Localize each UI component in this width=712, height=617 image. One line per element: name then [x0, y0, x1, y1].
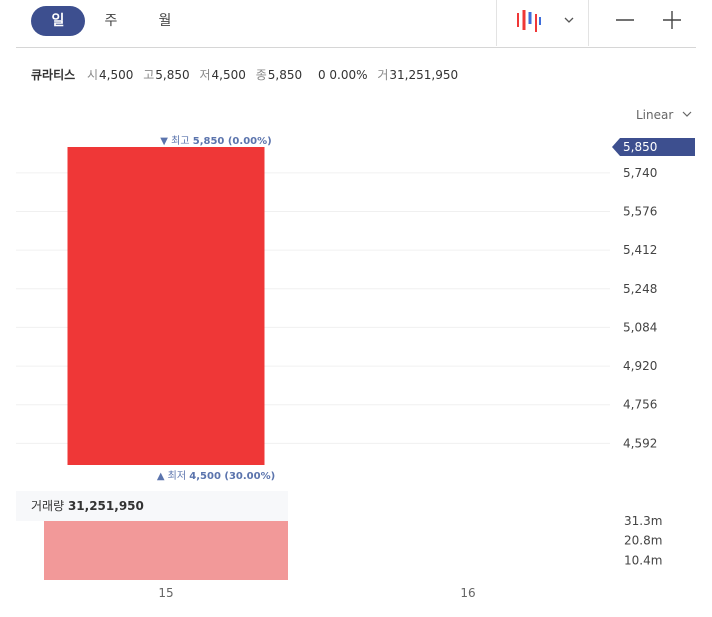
high-low-markers: ▼ 최고 5,850 (0.00%) ▲ 최저 4,500 (30.00%) [157, 135, 275, 482]
volume-tick-label: 10.4m [624, 553, 662, 567]
y-axis-labels: 5,740 5,576 5,412 5,248 5,084 4,920 4,756 4,592 [623, 166, 657, 450]
scale-label: Linear [636, 108, 674, 122]
open-value: 4,500 [99, 68, 134, 82]
volume-label: 거 [377, 68, 389, 82]
change-percent: 0.00% [329, 68, 368, 82]
candles [67, 147, 265, 465]
quote-summary: 큐라티스 시4,500 고5,850 저4,500 종5,850 0 0.00%… [31, 66, 464, 83]
open-label: 시 [87, 68, 99, 82]
change-value: 0 [317, 68, 326, 82]
last-price-tag [612, 138, 695, 156]
close-value: 5,850 [267, 68, 303, 82]
grid-lines [16, 172, 610, 444]
stock-name: 큐라티스 [31, 68, 76, 82]
volume-tick-label: 20.8m [624, 534, 662, 548]
plus-icon[interactable] [662, 8, 682, 34]
low-value: 4,500 [211, 68, 246, 82]
y-tick-label: 5,084 [623, 320, 657, 334]
volume-panel-value: 31,251,950 [67, 499, 144, 513]
high-value: 5,850 [155, 68, 190, 82]
y-tick-label: 5,576 [623, 205, 657, 219]
candlestick-icon[interactable] [515, 8, 541, 34]
period-tab-week[interactable]: 주 [104, 13, 118, 29]
y-tick-label: 5,740 [623, 166, 657, 180]
low-label: 저 [199, 68, 211, 82]
toolbar-divider [588, 0, 589, 46]
chart-toolbar: 일 주 월 [16, 0, 696, 48]
x-tick-label: 16 [460, 586, 475, 600]
y-tick-label: 5,248 [623, 282, 657, 296]
chevron-down-icon[interactable] [562, 8, 576, 34]
last-price-marker: 5,850 [612, 138, 695, 156]
volume-value: 31,251,950 [389, 68, 459, 82]
x-axis-labels: 15 16 [158, 586, 475, 600]
volume-bar[interactable] [44, 521, 288, 580]
scale-selector[interactable]: Linear [636, 108, 693, 122]
low-marker: ▲ 최저 4,500 (30.00%) [157, 470, 275, 482]
volume-bars [44, 521, 288, 580]
volume-tick-label: 31.3m [624, 514, 662, 528]
candle-body[interactable] [67, 147, 265, 465]
volume-panel-title: 거래량 31,251,950 [31, 497, 144, 514]
minus-icon[interactable] [615, 8, 635, 34]
toolbar-divider [496, 0, 497, 46]
last-price-label: 5,850 [623, 140, 657, 154]
high-label: 고 [143, 68, 155, 82]
y-tick-label: 5,412 [623, 243, 657, 257]
y-tick-label: 4,756 [623, 398, 657, 412]
high-marker: ▼ 최고 5,850 (0.00%) [160, 135, 271, 147]
close-label: 종 [255, 68, 267, 82]
period-tab-month[interactable]: 월 [158, 13, 172, 29]
period-tab-day[interactable]: 일 [31, 6, 85, 36]
y-tick-label: 4,920 [623, 359, 657, 373]
volume-header [16, 491, 288, 521]
x-tick-label: 15 [158, 586, 173, 600]
volume-axis-labels: 31.3m 20.8m 10.4m [624, 514, 662, 567]
y-tick-label: 4,592 [623, 436, 657, 450]
chevron-down-icon [682, 111, 692, 117]
volume-panel-label: 거래량 [31, 499, 65, 513]
